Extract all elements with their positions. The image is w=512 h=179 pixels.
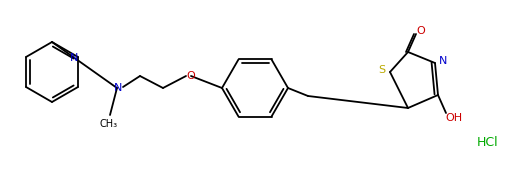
Text: N: N: [439, 56, 447, 66]
Text: O: O: [187, 71, 196, 81]
Text: OH: OH: [445, 113, 462, 123]
Text: CH₃: CH₃: [100, 119, 118, 129]
Text: HCl: HCl: [477, 137, 499, 149]
Text: N: N: [70, 53, 78, 63]
Text: N: N: [114, 83, 122, 93]
Text: O: O: [417, 26, 425, 36]
Text: S: S: [378, 65, 386, 75]
